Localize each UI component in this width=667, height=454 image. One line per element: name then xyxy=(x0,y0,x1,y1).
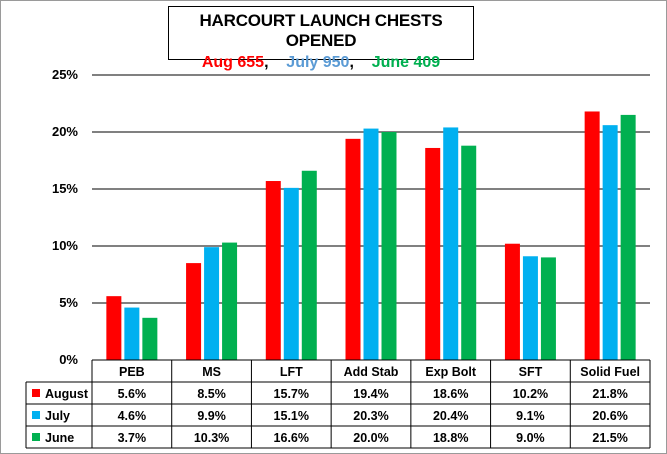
bar-july xyxy=(124,307,140,360)
table-value: 20.0% xyxy=(353,431,388,445)
bar-july xyxy=(522,256,538,360)
category-label: Solid Fuel xyxy=(580,365,640,379)
table-value: 15.7% xyxy=(274,387,309,401)
subtitle-part: July 950 xyxy=(286,54,350,71)
bar-august xyxy=(265,181,281,360)
bar-august xyxy=(345,138,361,360)
category-label: Add Stab xyxy=(344,365,399,379)
bar-august xyxy=(504,243,520,360)
table-value: 4.6% xyxy=(118,409,147,423)
chart-title-box: HARCOURT LAUNCH CHESTS OPENED Aug 655, J… xyxy=(168,6,474,71)
table-value: 18.6% xyxy=(433,387,468,401)
table-value: 20.3% xyxy=(353,409,388,423)
category-label: SFT xyxy=(519,365,543,379)
chart-subtitle: Aug 655, July 950, June 409 xyxy=(169,54,473,72)
table-value: 15.1% xyxy=(274,409,309,423)
category-label: MS xyxy=(202,365,221,379)
bar-june xyxy=(381,132,397,360)
bar-june xyxy=(461,145,477,360)
y-tick-label: 0% xyxy=(59,352,78,367)
bar-june xyxy=(142,317,158,360)
subtitle-part: , xyxy=(264,54,287,71)
legend-swatch-june xyxy=(32,433,40,441)
table-value: 9.1% xyxy=(516,409,545,423)
category-label: PEB xyxy=(119,365,145,379)
chart-title: HARCOURT LAUNCH CHESTS OPENED xyxy=(199,11,443,50)
legend-label: June xyxy=(45,431,74,445)
subtitle-part: Aug 655 xyxy=(201,54,265,71)
subtitle-part: June 409 xyxy=(371,54,441,71)
bar-july xyxy=(443,127,459,360)
category-label: Exp Bolt xyxy=(425,365,477,379)
category-label: LFT xyxy=(280,365,303,379)
table-value: 21.5% xyxy=(592,431,627,445)
bar-june xyxy=(301,170,317,360)
y-tick-label: 5% xyxy=(59,295,78,310)
legend-swatch-july xyxy=(32,411,40,419)
bar-july xyxy=(602,125,618,360)
table-value: 5.6% xyxy=(118,387,147,401)
bar-june xyxy=(222,242,238,360)
legend-swatch-august xyxy=(32,389,40,397)
bar-august xyxy=(186,263,202,360)
subtitle-part: , xyxy=(349,54,372,71)
bar-august xyxy=(584,111,600,360)
table-value: 20.6% xyxy=(592,409,627,423)
y-tick-label: 25% xyxy=(52,67,78,82)
bar-july xyxy=(363,128,379,360)
table-value: 3.7% xyxy=(118,431,147,445)
bar-june xyxy=(620,114,636,361)
table-value: 9.0% xyxy=(516,431,545,445)
table-value: 9.9% xyxy=(197,409,226,423)
table-value: 18.8% xyxy=(433,431,468,445)
bar-july xyxy=(283,187,299,360)
legend-label: August xyxy=(45,387,89,401)
table-value: 8.5% xyxy=(197,387,226,401)
bar-june xyxy=(540,257,556,360)
table-value: 19.4% xyxy=(353,387,388,401)
table-value: 10.2% xyxy=(513,387,548,401)
table-value: 16.6% xyxy=(274,431,309,445)
legend-label: July xyxy=(45,409,70,423)
table-value: 20.4% xyxy=(433,409,468,423)
y-tick-label: 10% xyxy=(52,238,78,253)
table-value: 10.3% xyxy=(194,431,229,445)
y-tick-label: 15% xyxy=(52,181,78,196)
y-tick-label: 20% xyxy=(52,124,78,139)
bar-august xyxy=(106,296,122,360)
table-value: 21.8% xyxy=(592,387,627,401)
bar-july xyxy=(204,247,220,360)
bar-august xyxy=(425,147,441,360)
